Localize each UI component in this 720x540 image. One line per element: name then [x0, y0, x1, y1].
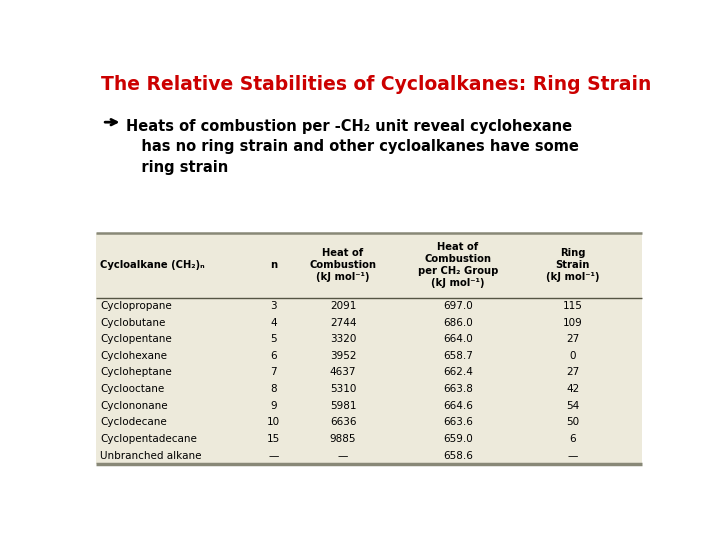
Text: 5: 5 [270, 334, 276, 344]
Text: Cyclopentadecane: Cyclopentadecane [100, 434, 197, 444]
Text: 7: 7 [270, 368, 276, 377]
Text: Heat of
Combustion
per CH₂ Group
(kJ mol⁻¹): Heat of Combustion per CH₂ Group (kJ mol… [418, 242, 498, 288]
Text: —: — [567, 451, 578, 461]
Text: 2744: 2744 [330, 318, 356, 328]
Text: Cyclooctane: Cyclooctane [100, 384, 164, 394]
Text: Cyclopentane: Cyclopentane [100, 334, 171, 344]
Text: 109: 109 [563, 318, 582, 328]
Text: 686.0: 686.0 [443, 318, 473, 328]
Text: 3952: 3952 [330, 351, 356, 361]
Text: Unbranched alkane: Unbranched alkane [100, 451, 202, 461]
Text: 10: 10 [266, 417, 280, 427]
Text: 9885: 9885 [330, 434, 356, 444]
Text: —: — [338, 451, 348, 461]
Text: Cyclopropane: Cyclopropane [100, 301, 171, 311]
Text: Heat of
Combustion
(kJ mol⁻¹): Heat of Combustion (kJ mol⁻¹) [310, 248, 377, 282]
Text: 2091: 2091 [330, 301, 356, 311]
Text: Cycloalkane (CH₂)ₙ: Cycloalkane (CH₂)ₙ [100, 260, 204, 271]
Text: Cycloheptane: Cycloheptane [100, 368, 171, 377]
Text: 8: 8 [270, 384, 276, 394]
Text: 658.7: 658.7 [443, 351, 473, 361]
Text: Heats of combustion per -CH₂ unit reveal cyclohexane
   has no ring strain and o: Heats of combustion per -CH₂ unit reveal… [126, 119, 579, 174]
Text: Cyclodecane: Cyclodecane [100, 417, 167, 427]
Text: 6: 6 [570, 434, 576, 444]
Text: 658.6: 658.6 [443, 451, 473, 461]
Text: 3: 3 [270, 301, 276, 311]
Text: The Relative Stabilities of Cycloalkanes: Ring Strain: The Relative Stabilities of Cycloalkanes… [101, 75, 652, 94]
Text: 0: 0 [570, 351, 576, 361]
Text: Cyclohexane: Cyclohexane [100, 351, 167, 361]
Text: Ring
Strain
(kJ mol⁻¹): Ring Strain (kJ mol⁻¹) [546, 248, 600, 282]
Text: 663.6: 663.6 [443, 417, 473, 427]
Text: 115: 115 [563, 301, 582, 311]
Text: Cyclononane: Cyclononane [100, 401, 168, 411]
Text: 6636: 6636 [330, 417, 356, 427]
Text: 15: 15 [266, 434, 280, 444]
Text: 54: 54 [566, 401, 580, 411]
Text: 27: 27 [566, 368, 580, 377]
Text: 6: 6 [270, 351, 276, 361]
Text: 4: 4 [270, 318, 276, 328]
Text: 4637: 4637 [330, 368, 356, 377]
Text: 659.0: 659.0 [443, 434, 473, 444]
Text: 5981: 5981 [330, 401, 356, 411]
Text: 662.4: 662.4 [443, 368, 473, 377]
Text: 3320: 3320 [330, 334, 356, 344]
Text: 9: 9 [270, 401, 276, 411]
Text: 664.0: 664.0 [443, 334, 473, 344]
Text: Cyclobutane: Cyclobutane [100, 318, 166, 328]
Text: 5310: 5310 [330, 384, 356, 394]
Text: 697.0: 697.0 [443, 301, 473, 311]
Text: 664.6: 664.6 [443, 401, 473, 411]
Text: 27: 27 [566, 334, 580, 344]
Text: —: — [268, 451, 279, 461]
Text: 42: 42 [566, 384, 580, 394]
Text: 663.8: 663.8 [443, 384, 473, 394]
Text: n: n [270, 260, 277, 271]
Bar [96, 233, 642, 464]
Text: 50: 50 [566, 417, 580, 427]
